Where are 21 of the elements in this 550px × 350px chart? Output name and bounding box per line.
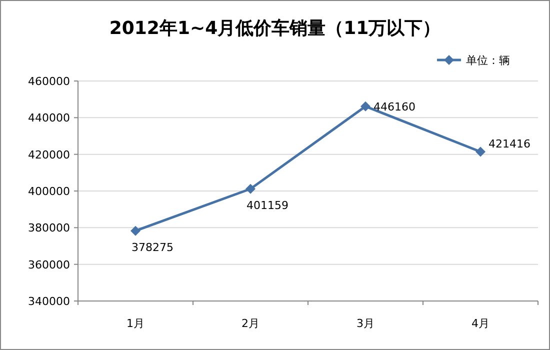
legend-label: 单位：辆 [466,54,510,67]
data-label: 446160 [374,100,416,114]
point [360,101,370,112]
y-tick-label: 420000 [28,148,70,162]
data-label: 401159 [246,198,288,212]
y-tick-label: 360000 [28,258,70,272]
chart-title: 2012年1~4月低价车销量（11万以下） [109,18,441,39]
point [246,184,256,194]
x-tick-label: 1月 [126,317,144,330]
y-tick-label: 460000 [28,75,70,88]
y-tick-label: 380000 [28,222,70,235]
point [130,226,140,236]
y-tick-label: 440000 [28,112,70,125]
data-label: 378275 [132,240,174,254]
x-tick-label: 2月 [242,317,260,330]
y-tick-label: 400000 [28,185,70,198]
point [476,146,486,157]
x-tick-label: 3月 [356,317,374,330]
data-label: 421416 [488,138,530,151]
x-tick-label: 4月 [472,317,490,330]
y-tick-label: 340000 [28,295,70,308]
